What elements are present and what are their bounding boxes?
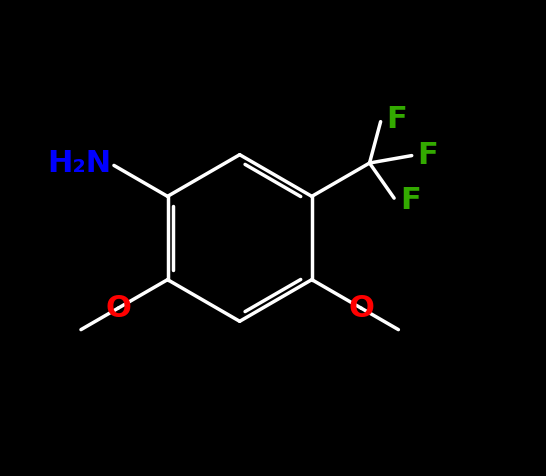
Text: H₂N: H₂N <box>48 149 111 178</box>
Text: F: F <box>418 141 438 170</box>
Text: F: F <box>387 105 407 134</box>
Text: F: F <box>400 186 420 215</box>
Text: O: O <box>348 294 374 323</box>
Text: O: O <box>105 294 131 323</box>
